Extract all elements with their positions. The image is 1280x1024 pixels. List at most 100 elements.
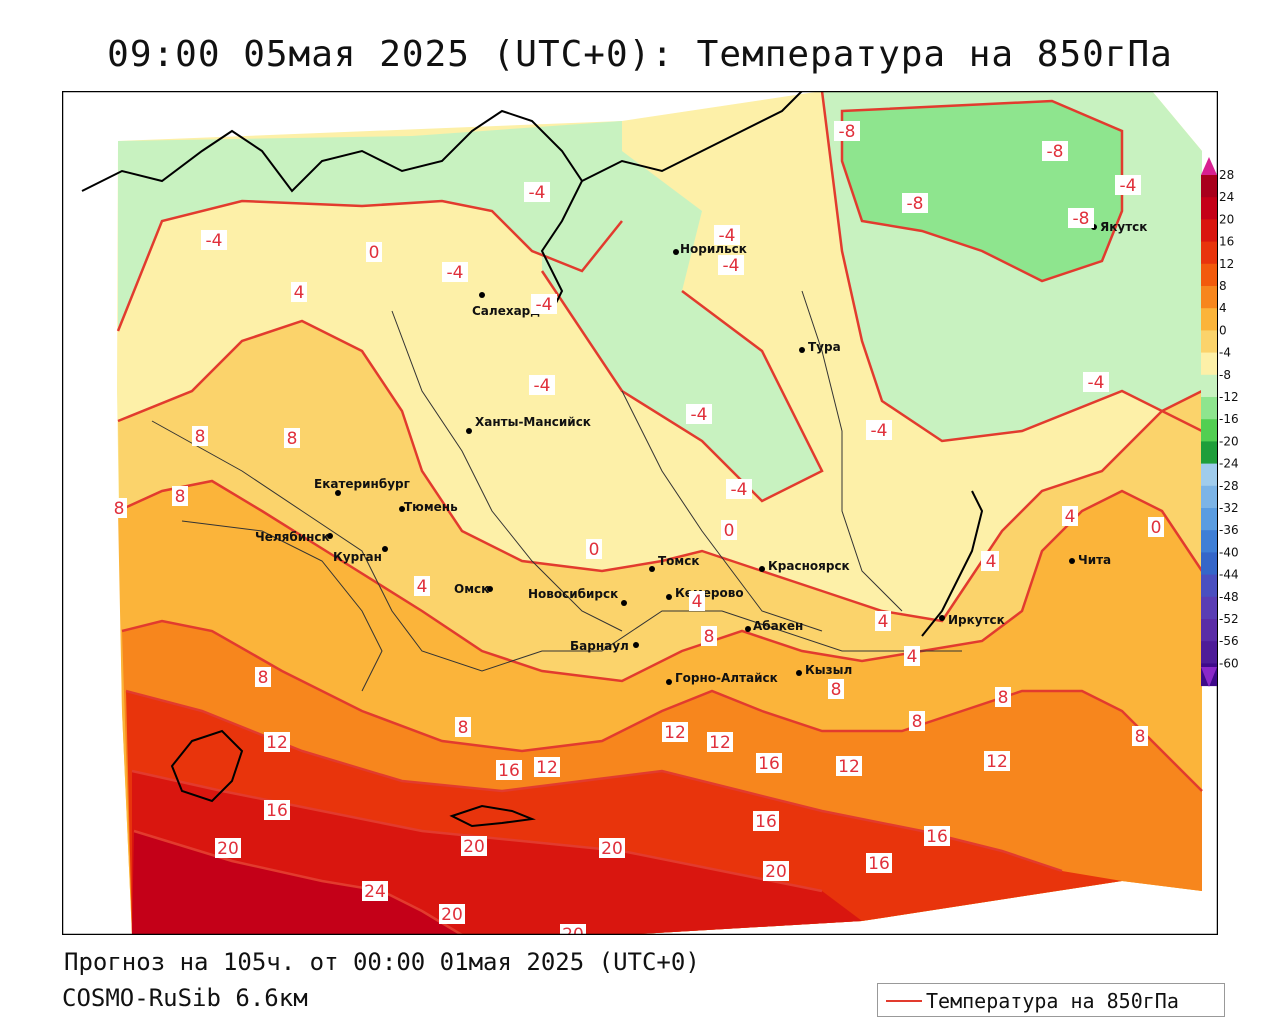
contour-label-bg: [172, 486, 188, 506]
colorbar-bottom-arrow: [1201, 667, 1217, 687]
colorbar-tick-label: -28: [1219, 479, 1238, 493]
contour-label-bg: [529, 375, 555, 395]
contour-label-bg: [366, 242, 382, 262]
contour-label-bg: [995, 687, 1011, 707]
contour-label: 4: [907, 647, 918, 667]
city-dot: [666, 679, 672, 685]
colorbar-cell: [1201, 508, 1217, 531]
contour-label-bg: [866, 853, 892, 873]
contour-label-bg: [362, 881, 388, 901]
contour-label-bg: [904, 646, 920, 666]
contour-label: 4: [1065, 507, 1076, 527]
city-dot: [382, 546, 388, 552]
contour-label: 4: [878, 612, 889, 632]
colorbar-tick-label: -4: [1219, 346, 1231, 360]
colorbar-cell: [1201, 397, 1217, 420]
city-dot: [673, 249, 679, 255]
contour-label-bg: [1068, 208, 1094, 228]
contour-label: 12: [664, 723, 686, 743]
contour-label: 12: [986, 752, 1008, 772]
contour-label-bg: [264, 732, 290, 752]
colorbar-tick-label: -32: [1219, 501, 1238, 515]
city-dot: [666, 594, 672, 600]
temperature-map: Норильск Якутск Салехард Тура Ханты-Манс…: [62, 91, 1218, 935]
contour-label: 20: [765, 862, 787, 882]
contour-label-bg: [763, 861, 789, 881]
city-dot: [939, 615, 945, 621]
contour-label-bg: [455, 717, 471, 737]
contour-label-bg: [534, 757, 560, 777]
city-label: Красноярск: [768, 559, 850, 573]
contour-label-bg: [192, 426, 208, 446]
colorbar-cell: [1201, 175, 1217, 198]
contour-label-bg: [866, 420, 892, 440]
city-markers: Норильск Якутск Салехард Тура Ханты-Манс…: [255, 220, 1147, 685]
contour-label-bg: [291, 282, 307, 302]
contour-label-bg: [442, 262, 468, 282]
contour-label: -4: [529, 183, 546, 203]
city-label: Екатеринбург: [314, 477, 410, 491]
contour-label-bg: [111, 498, 127, 518]
colorbar-cell: [1201, 530, 1217, 553]
city-label: Тура: [808, 340, 841, 354]
colorbar-tick-label: -16: [1219, 412, 1238, 426]
city-dot: [621, 600, 627, 606]
colorbar-tick-label: -36: [1219, 523, 1238, 537]
coastlines: [81, 91, 984, 828]
contour-label: -4: [447, 263, 464, 283]
colorbar-tick-label: -44: [1219, 568, 1238, 582]
city-dot: [466, 428, 472, 434]
temperature-field: [117, 91, 1202, 935]
contour-label-bg: [1148, 517, 1164, 537]
contour-label: 0: [1151, 518, 1162, 538]
city-label: Курган: [333, 550, 382, 564]
contour-label: 8: [458, 718, 469, 738]
city-label: Чита: [1078, 553, 1111, 567]
city-label: Кызыл: [805, 663, 852, 677]
colorbar-cell: [1201, 596, 1217, 620]
contour-label: 0: [589, 540, 600, 560]
contour-label: -4: [534, 376, 551, 396]
colorbar-tick-label: -24: [1219, 457, 1238, 471]
map-title: 09:00 05мая 2025 (UTC+0): Температура на…: [107, 34, 1173, 75]
contour-label-bg: [902, 193, 928, 213]
contour-label: 0: [724, 521, 735, 541]
contour-label: 16: [926, 827, 948, 847]
city-label: Абакен: [753, 619, 803, 633]
contour-label: 20: [217, 839, 239, 859]
colorbar-cell: [1201, 485, 1217, 509]
legend-label: Температура на 850гПа: [926, 989, 1179, 1013]
city-label: Салехард: [472, 304, 540, 318]
city-dot: [759, 566, 765, 572]
contour-label-bg: [707, 732, 733, 752]
colorbar-cell: [1201, 419, 1217, 442]
contour-label: 8: [912, 712, 923, 732]
contour-label: 4: [692, 592, 703, 612]
contour-label: 16: [498, 761, 520, 781]
city-dot: [1069, 558, 1075, 564]
contour-label-bg: [718, 255, 744, 275]
colorbar-cell: [1201, 619, 1217, 642]
contour-label-bg: [984, 751, 1010, 771]
colorbar-cell: [1201, 463, 1217, 487]
colorbar-tick-label: -40: [1219, 545, 1238, 559]
contour-label: -8: [839, 122, 856, 142]
contour-label: 12: [838, 757, 860, 777]
colorbar-cell: [1201, 219, 1217, 243]
colorbar-cell: [1201, 374, 1217, 398]
colorbar-cell: [1201, 286, 1217, 309]
contour-label-bg: [586, 539, 602, 559]
contour-label: 8: [998, 688, 1009, 708]
contour-label: 0: [369, 243, 380, 263]
colorbar-top-arrow: [1201, 157, 1217, 175]
contour-label: 8: [114, 499, 125, 519]
colorbar-tick-label: 4: [1219, 301, 1227, 315]
contour-label-bg: [599, 838, 625, 858]
contour-label: 16: [755, 812, 777, 832]
contour-label-bg: [701, 626, 717, 646]
city-label: Тюмень: [404, 500, 458, 514]
colorbar-tick-label: 16: [1219, 235, 1234, 249]
contour-label: 4: [986, 552, 997, 572]
contour-label-bg: [439, 904, 465, 924]
colorbar-cell: [1201, 352, 1217, 376]
